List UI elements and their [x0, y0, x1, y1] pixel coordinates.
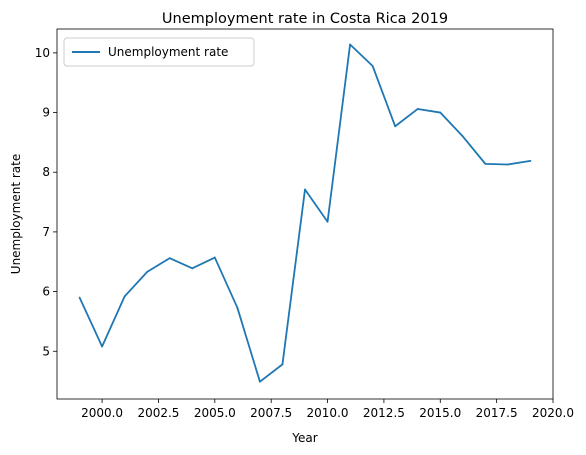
y-tick-label: 7	[42, 225, 50, 239]
data-point	[439, 111, 442, 114]
data-point	[259, 380, 261, 383]
y-tick-label: 10	[35, 46, 50, 60]
data-point	[484, 162, 487, 165]
data-point	[416, 108, 419, 110]
data-point	[529, 159, 532, 162]
plot-area	[56, 28, 554, 400]
data-point	[78, 296, 81, 299]
data-point	[146, 270, 149, 273]
series-layer	[78, 43, 532, 383]
data-point	[461, 135, 464, 138]
x-tick-label: 2010.0	[307, 406, 349, 420]
y-tick-label: 5	[42, 344, 50, 358]
x-tick-label: 2002.5	[137, 406, 179, 420]
data-point	[213, 256, 216, 259]
data-point	[281, 363, 284, 366]
data-point	[507, 163, 509, 166]
data-point	[349, 43, 351, 46]
y-tick-label: 6	[42, 285, 50, 299]
legend-box	[63, 37, 255, 67]
legend-label: Unemployment rate	[108, 45, 228, 59]
data-point	[371, 65, 374, 67]
x-tick-label: 2012.5	[363, 406, 405, 420]
x-tick-label: 2000.0	[81, 406, 123, 420]
data-point	[123, 295, 126, 298]
x-tick-label: 2020.0	[532, 406, 574, 420]
data-point	[304, 188, 306, 191]
y-axis-label: Unemployment rate	[9, 154, 23, 274]
x-tick-label: 2017.5	[476, 406, 518, 420]
x-tick-label: 2007.5	[250, 406, 292, 420]
data-point	[236, 306, 239, 309]
chart-title: Unemployment rate in Costa Rica 2019	[162, 11, 448, 27]
data-point	[168, 257, 171, 260]
y-tick-label: 8	[42, 165, 50, 179]
data-point	[326, 220, 329, 223]
y-axis: 5 6 7 8 9 10	[35, 46, 57, 358]
legend: Unemployment rate	[63, 37, 255, 67]
x-axis: 2000.0 2002.5 2005.0 2007.5 2010.0 2012.5 2015…	[81, 399, 574, 420]
data-point	[191, 267, 194, 270]
x-tick-label: 2005.0	[194, 406, 236, 420]
y-tick-label: 9	[42, 106, 50, 120]
x-axis-label: Year	[291, 431, 317, 445]
data-point	[394, 125, 397, 128]
data-point	[101, 345, 103, 348]
x-tick-label: 2015.0	[419, 406, 461, 420]
